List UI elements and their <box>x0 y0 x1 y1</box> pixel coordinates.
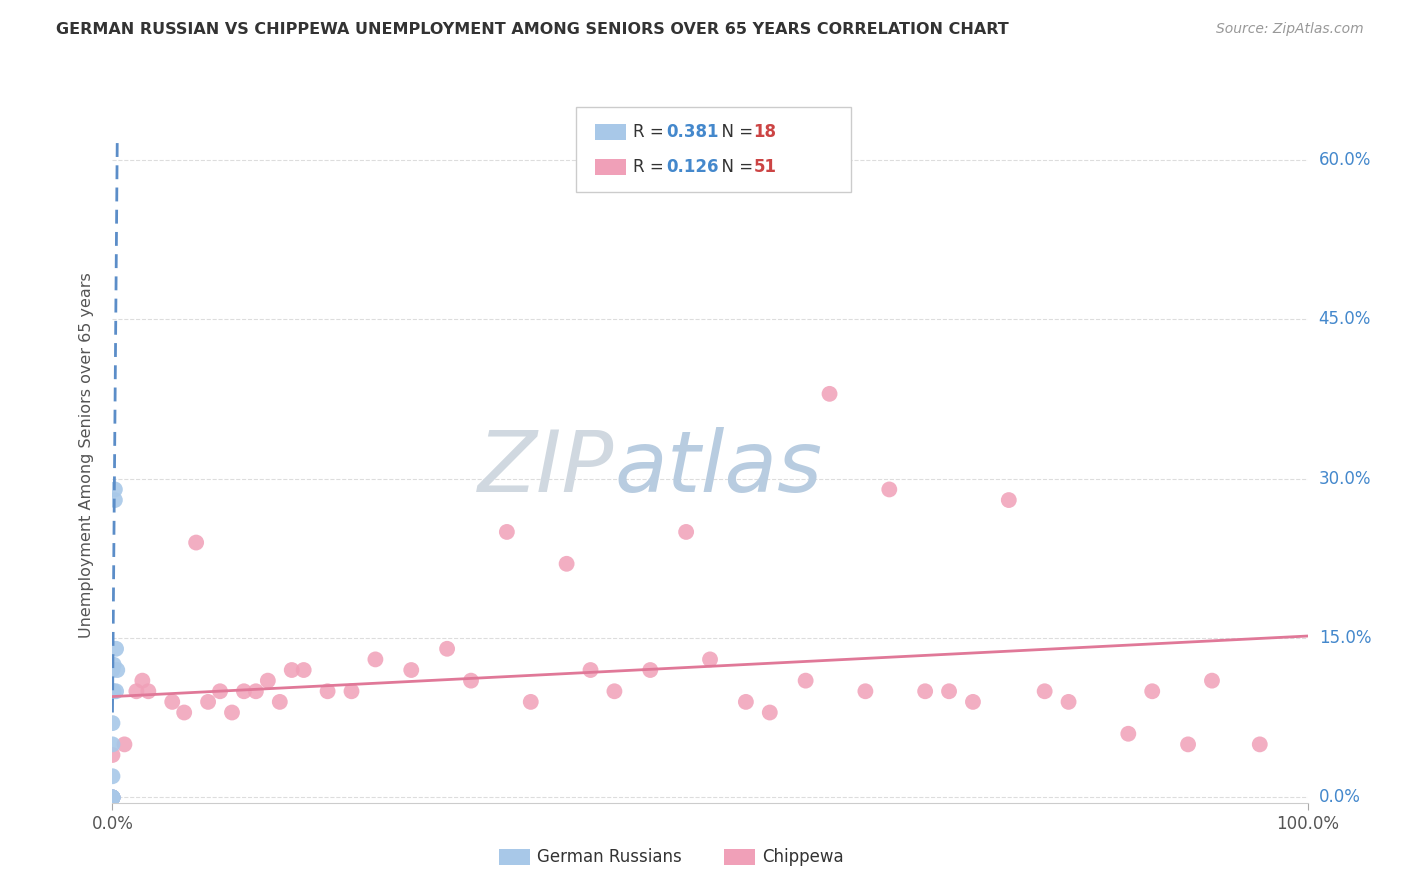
Text: Chippewa: Chippewa <box>762 848 844 866</box>
Point <box>1142 684 1164 698</box>
Text: 0.0%: 0.0% <box>1319 789 1361 806</box>
Point <box>675 524 697 539</box>
Y-axis label: Unemployment Among Seniors over 65 years: Unemployment Among Seniors over 65 years <box>79 272 94 638</box>
Point <box>879 483 901 497</box>
Point <box>436 641 458 656</box>
Point <box>103 684 125 698</box>
Point <box>1249 738 1271 752</box>
Point <box>699 652 721 666</box>
Point <box>257 673 280 688</box>
Point <box>104 493 127 508</box>
Text: ZIP: ZIP <box>478 427 614 510</box>
Point <box>101 663 124 677</box>
Text: R =: R = <box>633 123 669 141</box>
Point <box>162 695 183 709</box>
Point <box>101 738 124 752</box>
Text: Source: ZipAtlas.com: Source: ZipAtlas.com <box>1216 22 1364 37</box>
Point <box>460 673 482 688</box>
Point <box>101 790 124 805</box>
Point <box>340 684 363 698</box>
Point <box>401 663 423 677</box>
Point <box>101 790 124 805</box>
Point <box>579 663 602 677</box>
Point <box>197 695 219 709</box>
Point <box>173 706 195 720</box>
Point <box>914 684 936 698</box>
Point <box>101 790 124 805</box>
Point <box>855 684 877 698</box>
Point <box>281 663 304 677</box>
Point <box>105 641 128 656</box>
Text: 51: 51 <box>754 158 776 176</box>
Point <box>269 695 291 709</box>
Text: 0.381: 0.381 <box>666 123 718 141</box>
Text: German Russians: German Russians <box>537 848 682 866</box>
Text: GERMAN RUSSIAN VS CHIPPEWA UNEMPLOYMENT AMONG SENIORS OVER 65 YEARS CORRELATION : GERMAN RUSSIAN VS CHIPPEWA UNEMPLOYMENT … <box>56 22 1010 37</box>
Point <box>818 387 841 401</box>
Point <box>105 684 128 698</box>
Text: 15.0%: 15.0% <box>1319 629 1371 648</box>
Point <box>103 657 125 672</box>
Point <box>1201 673 1223 688</box>
Point <box>555 557 578 571</box>
Point <box>233 684 256 698</box>
Point <box>1118 727 1140 741</box>
Point <box>364 652 387 666</box>
Text: 45.0%: 45.0% <box>1319 310 1371 328</box>
Point <box>316 684 339 698</box>
Point <box>759 706 782 720</box>
Point <box>101 684 124 698</box>
Text: 0.126: 0.126 <box>666 158 718 176</box>
Point <box>209 684 232 698</box>
Point <box>105 663 128 677</box>
Point <box>640 663 662 677</box>
Point <box>998 493 1021 508</box>
Point <box>101 790 124 805</box>
Point <box>101 790 124 805</box>
Point <box>735 695 758 709</box>
Point <box>101 790 124 805</box>
Point <box>938 684 960 698</box>
Point <box>101 790 124 805</box>
Point <box>1057 695 1080 709</box>
Point <box>125 684 148 698</box>
Point <box>101 747 124 762</box>
Point <box>603 684 626 698</box>
Point <box>245 684 267 698</box>
Point <box>496 524 519 539</box>
Point <box>1177 738 1199 752</box>
Point <box>101 790 124 805</box>
Text: N =: N = <box>711 123 759 141</box>
Point <box>1033 684 1056 698</box>
Point <box>520 695 543 709</box>
Point <box>186 535 208 549</box>
Point <box>104 483 127 497</box>
Text: 60.0%: 60.0% <box>1319 151 1371 169</box>
Point <box>131 673 153 688</box>
Point <box>114 738 135 752</box>
Point <box>101 790 124 805</box>
Point <box>794 673 817 688</box>
Text: 30.0%: 30.0% <box>1319 470 1371 488</box>
Point <box>101 716 124 731</box>
Point <box>101 769 124 783</box>
Text: atlas: atlas <box>614 427 823 510</box>
Text: R =: R = <box>633 158 669 176</box>
Point <box>221 706 243 720</box>
Text: 18: 18 <box>754 123 776 141</box>
Text: N =: N = <box>711 158 759 176</box>
Point <box>292 663 315 677</box>
Point <box>962 695 984 709</box>
Point <box>138 684 160 698</box>
